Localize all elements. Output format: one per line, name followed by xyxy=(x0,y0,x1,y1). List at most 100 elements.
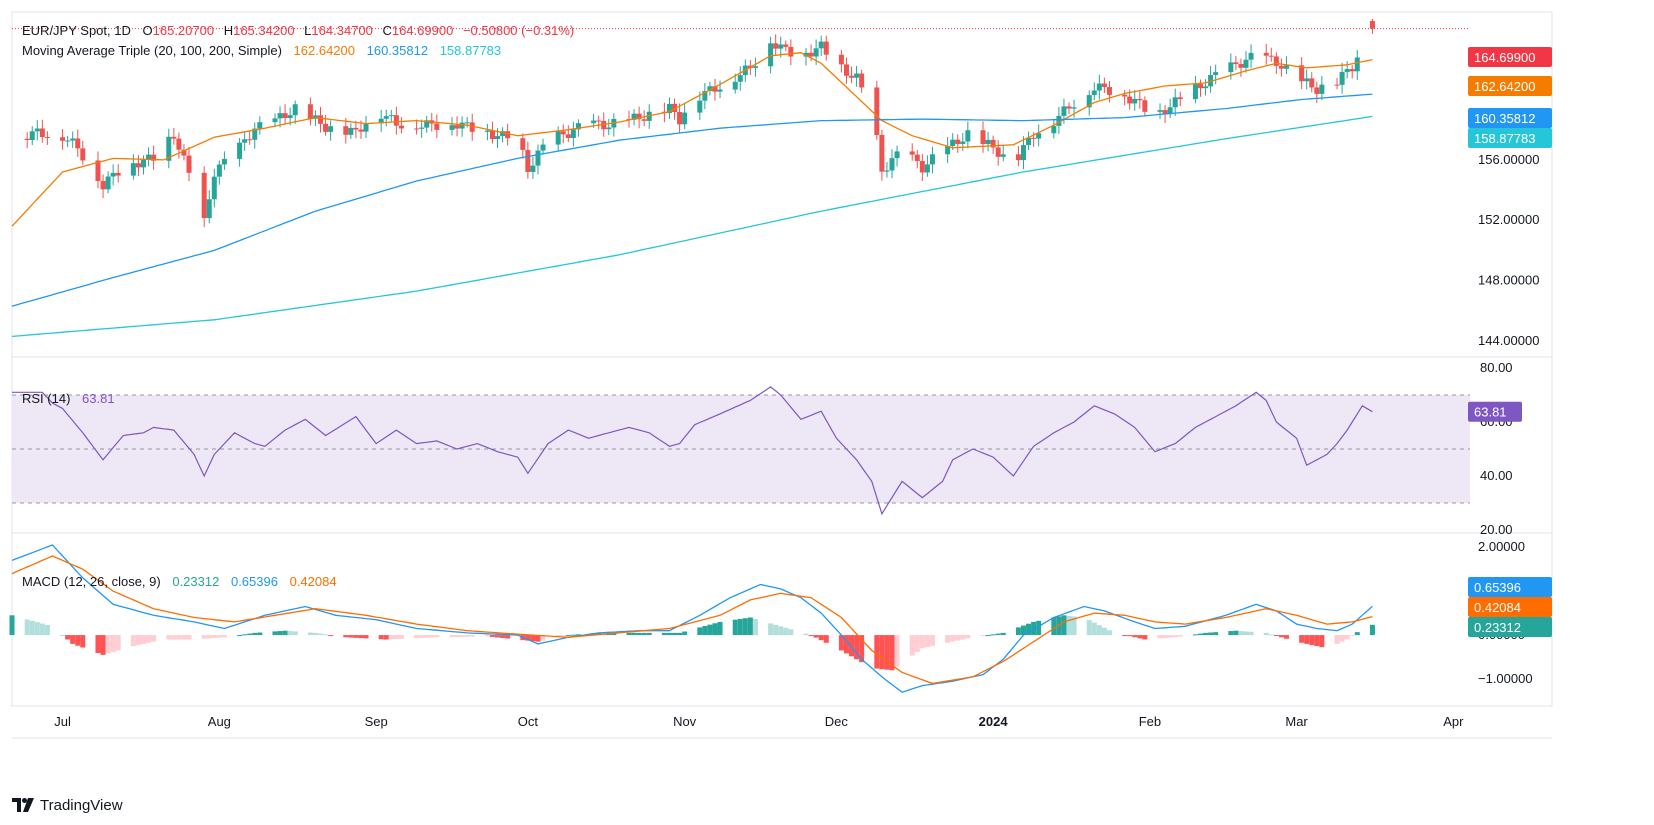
candle-body xyxy=(257,122,263,129)
candle-body xyxy=(960,141,966,144)
macd-histogram-bar xyxy=(1066,615,1072,636)
price-pane[interactable]: 156.00000 152.00000 148.00000 144.00000 164.… xyxy=(11,11,1553,739)
candle-body xyxy=(889,158,895,171)
candle-body xyxy=(879,134,885,172)
macd-histogram-bar xyxy=(1162,635,1168,639)
candle-body xyxy=(282,113,288,118)
candle-body xyxy=(823,41,829,55)
macd-histogram-bar xyxy=(540,635,546,641)
candle-body xyxy=(252,128,258,140)
candle-body xyxy=(1319,84,1325,94)
macd-histogram-bar xyxy=(166,635,172,640)
macd-histogram-bar xyxy=(1172,635,1178,638)
candle-body xyxy=(454,125,460,129)
macd-histogram-bar xyxy=(24,619,30,636)
candle-body xyxy=(1263,52,1269,56)
candle-body xyxy=(995,147,1001,157)
macd-label: MACD (12, 26, close, 9) xyxy=(22,574,161,589)
macd-histogram-bar xyxy=(1344,635,1350,640)
macd-histogram-bar xyxy=(889,635,895,671)
candle-body xyxy=(343,126,349,135)
macd-tick-label: −1.00000 xyxy=(1478,671,1533,686)
candle-body xyxy=(859,73,865,88)
candle-body xyxy=(990,139,996,148)
macd-histogram-bar xyxy=(318,633,324,636)
ma20-tag-text: 162.64200 xyxy=(1474,79,1535,94)
macd-histogram-bar xyxy=(945,635,951,643)
macd-histogram-bar xyxy=(636,632,642,636)
macd-signal-value: 0.42084 xyxy=(290,574,337,589)
candle-body xyxy=(1142,100,1148,112)
macd-histogram-bar xyxy=(1167,635,1173,638)
macd-histogram-bar xyxy=(70,635,76,644)
macd-histogram-bar xyxy=(489,635,495,637)
candle-body xyxy=(505,131,511,139)
rsi-tick-label: 40.00 xyxy=(1480,468,1513,483)
candle-body xyxy=(1020,145,1026,161)
candle-body xyxy=(1228,62,1234,73)
macd-histogram-bar xyxy=(732,619,738,636)
symbol-label: EUR/JPY Spot, 1D xyxy=(22,23,131,38)
macd-histogram-bar xyxy=(1278,635,1284,638)
macd-histogram-bar xyxy=(495,635,501,638)
macd-pane[interactable]: 2.000000.00000−1.000000.653960.420840.23… xyxy=(9,539,1553,693)
candle-body xyxy=(945,146,951,155)
candle-body xyxy=(115,172,121,176)
rsi-tick-label: 20.00 xyxy=(1480,522,1513,537)
macd-histogram-bar xyxy=(631,632,637,636)
macd-histogram-bar xyxy=(449,635,455,638)
macd-histogram-bar xyxy=(929,635,935,647)
candle-body xyxy=(414,128,420,130)
candle-body xyxy=(388,115,394,117)
candle-body xyxy=(484,130,490,132)
candle-body xyxy=(60,137,66,141)
macd-histogram-bar xyxy=(353,635,359,638)
tradingview-logo[interactable]: TradingView xyxy=(12,794,123,816)
macd-histogram-bar xyxy=(181,635,187,640)
candle-body xyxy=(237,142,243,159)
macd-histogram-bar xyxy=(363,635,369,639)
candle-body xyxy=(955,139,961,144)
candle-body xyxy=(1283,65,1289,69)
macd-histogram-bar xyxy=(277,631,283,636)
candle-body xyxy=(985,139,991,145)
macd-histogram-bar xyxy=(854,635,860,660)
candle-body xyxy=(808,52,814,57)
hist-tag: 0.23312 xyxy=(1468,617,1552,637)
candle-body xyxy=(383,116,389,119)
candle-body xyxy=(272,118,278,123)
time-axis[interactable]: Jul Aug Sep Oct Nov Dec 2024 Feb Mar Apr xyxy=(54,714,1464,729)
price-tick-label: 148.00000 xyxy=(1478,273,1539,288)
macd-histogram-bar xyxy=(398,635,404,639)
candle-body xyxy=(1061,106,1067,116)
macd-histogram-bar xyxy=(697,627,703,636)
macd-histogram-bar xyxy=(1314,635,1320,647)
macd-histogram-bar xyxy=(414,635,420,639)
candle-body xyxy=(849,75,855,78)
candle-body xyxy=(434,123,440,130)
macd-histogram-bar xyxy=(682,631,688,636)
macd-histogram-bar xyxy=(712,623,718,636)
candle-body xyxy=(1101,83,1107,88)
candle-body xyxy=(1268,55,1274,57)
candle-body xyxy=(950,139,956,147)
macd-histogram-bar xyxy=(1319,635,1325,648)
macd-histogram-bar xyxy=(1208,632,1214,636)
macd-histogram-bar xyxy=(950,635,956,642)
macd-histogram-bar xyxy=(965,635,971,639)
ohlc-open: 165.20700 xyxy=(153,23,214,38)
macd-histogram-bar xyxy=(1283,635,1289,639)
rsi-tag-bg xyxy=(1468,401,1522,422)
macd-histogram-bar xyxy=(312,632,318,636)
candle-body xyxy=(378,118,384,124)
macd-histogram-bar xyxy=(176,635,182,640)
candle-body xyxy=(712,86,718,92)
macd-histogram-bar xyxy=(535,635,541,642)
macd-histogram-bar xyxy=(530,635,536,642)
candle-body xyxy=(1091,90,1097,96)
macd-histogram-bar xyxy=(980,635,986,637)
macd-histogram-bar xyxy=(348,635,354,638)
ma100-tag-bg xyxy=(1468,108,1552,128)
macd-histogram-bar xyxy=(378,635,384,640)
